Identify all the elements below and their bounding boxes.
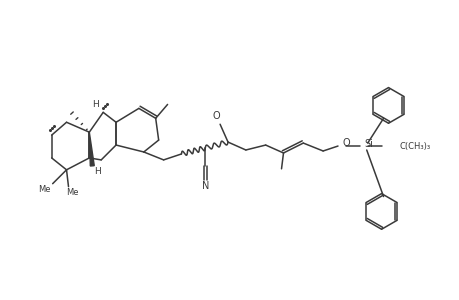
Polygon shape bbox=[89, 132, 94, 166]
Text: H: H bbox=[94, 167, 101, 176]
Text: N: N bbox=[201, 181, 208, 191]
Text: C(CH₃)₃: C(CH₃)₃ bbox=[398, 142, 430, 151]
Text: H: H bbox=[92, 100, 98, 109]
Text: O: O bbox=[212, 111, 219, 121]
Text: Si: Si bbox=[364, 139, 373, 149]
Text: Me: Me bbox=[39, 185, 51, 194]
Text: O: O bbox=[342, 138, 350, 148]
Text: Me: Me bbox=[66, 188, 78, 197]
